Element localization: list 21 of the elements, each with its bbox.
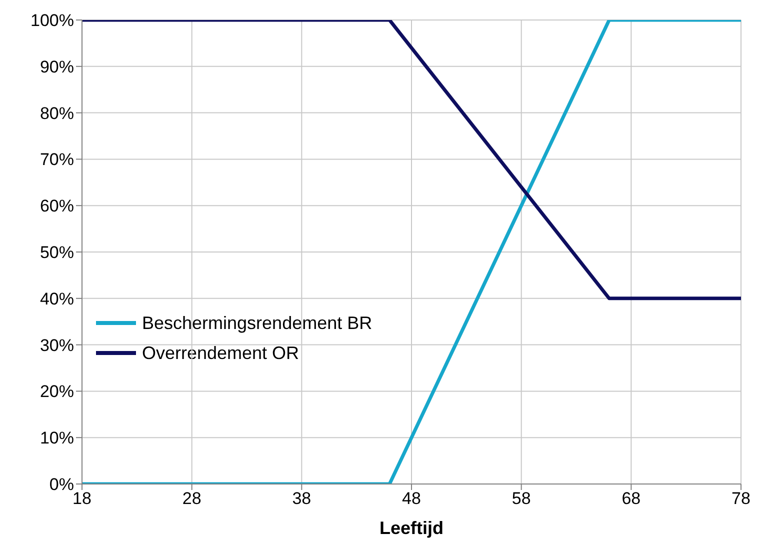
- y-tick-label: 70%: [40, 150, 74, 170]
- y-tick-label: 10%: [40, 428, 74, 448]
- y-tick-label: 80%: [40, 104, 74, 123]
- x-tick-label: 38: [292, 489, 312, 508]
- legend-label: Overrendement OR: [142, 342, 300, 365]
- y-tick-label: 30%: [40, 336, 74, 355]
- x-axis-title: Leeftijd: [379, 518, 444, 538]
- y-tick-label: 60%: [40, 196, 74, 216]
- x-tick-label: 68: [622, 489, 641, 508]
- y-tick-label: 100%: [30, 11, 74, 30]
- x-tick-label: 28: [182, 489, 202, 508]
- y-tick-label: 0%: [49, 475, 74, 494]
- x-tick-label: 58: [512, 489, 531, 508]
- x-tick-label: 48: [402, 489, 421, 508]
- legend-label: Beschermingsrendement BR: [142, 312, 372, 335]
- x-tick-label: 18: [72, 489, 92, 508]
- y-tick-label: 90%: [40, 57, 74, 76]
- y-tick-label: 50%: [40, 243, 74, 262]
- y-tick-label: 20%: [40, 382, 74, 402]
- y-tick-label: 40%: [40, 289, 74, 308]
- x-tick-label: 78: [732, 489, 750, 508]
